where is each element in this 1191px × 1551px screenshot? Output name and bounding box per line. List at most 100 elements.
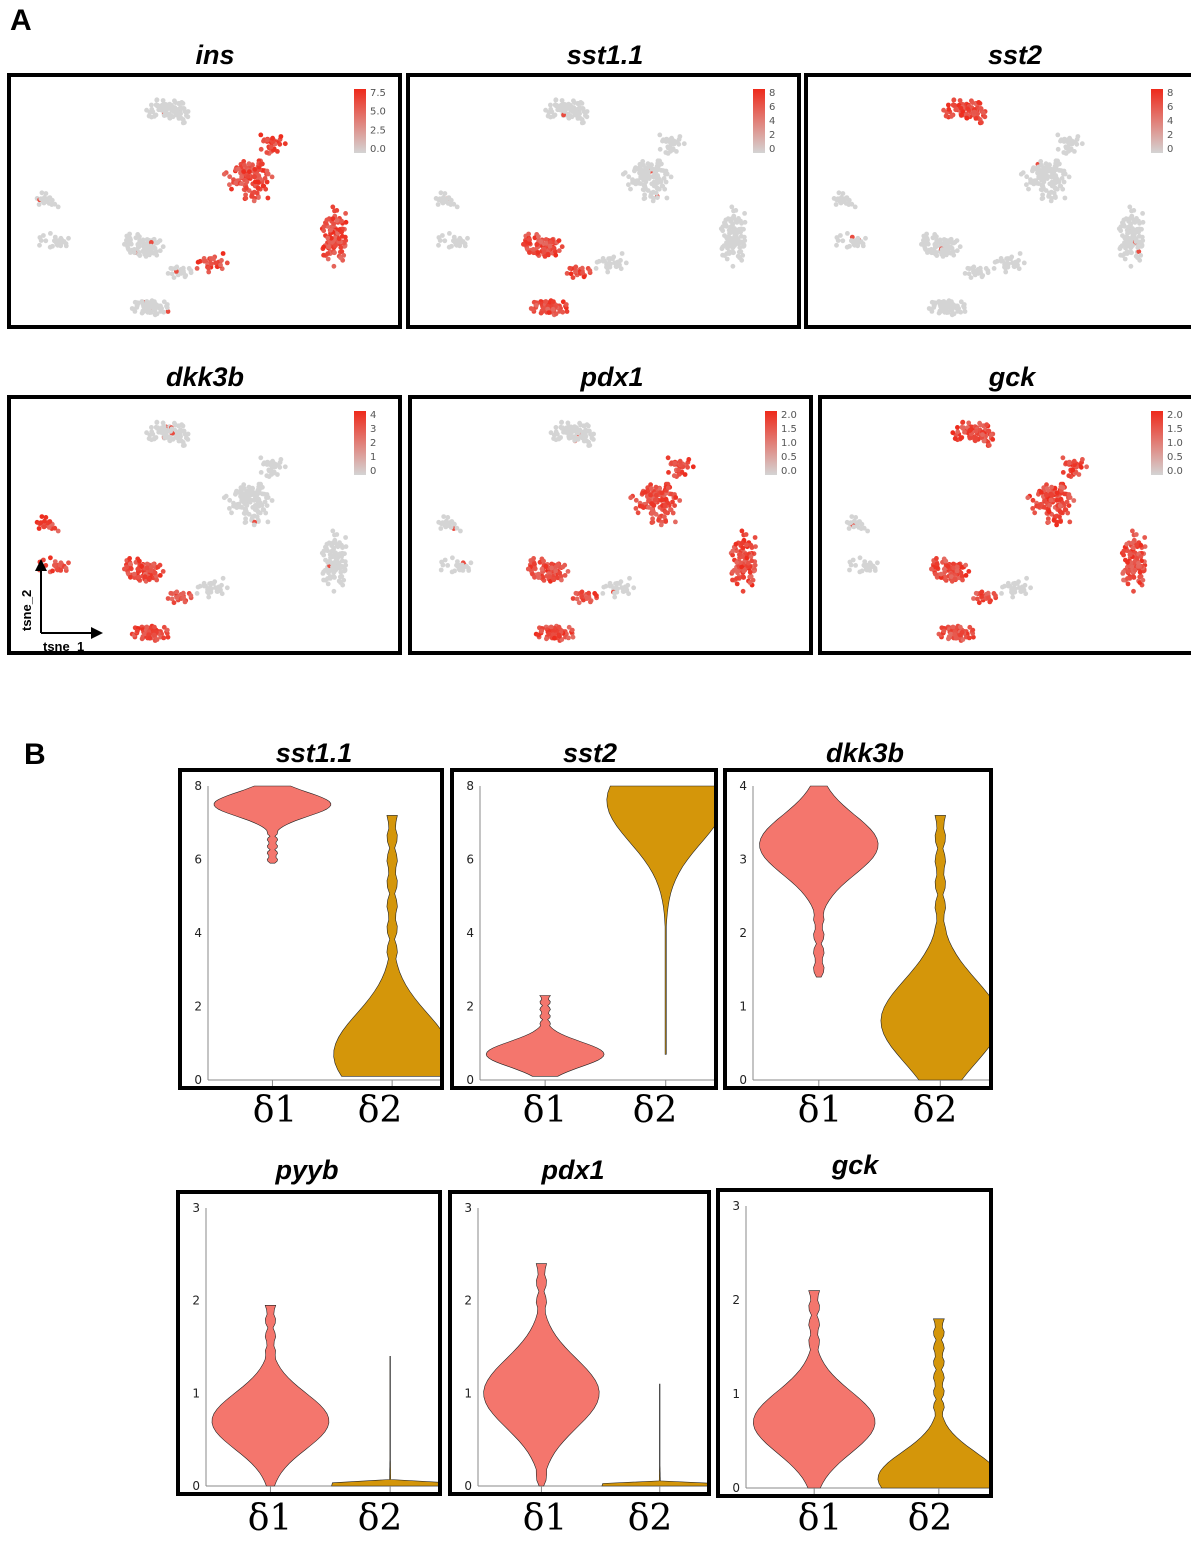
cell-point: [270, 458, 275, 464]
cell-point: [624, 587, 630, 593]
cell-point: [209, 586, 214, 592]
cell-point: [741, 575, 747, 580]
cell-point: [640, 169, 645, 174]
cell-point: [919, 241, 924, 247]
cell-point: [949, 246, 954, 251]
cell-point: [171, 275, 177, 280]
cell-point: [331, 588, 337, 594]
cell-point: [957, 98, 963, 103]
cell-point: [328, 235, 334, 241]
cell-point: [1026, 186, 1031, 192]
cell-point: [39, 190, 45, 196]
cell-point: [255, 509, 261, 515]
cell-point: [988, 432, 994, 438]
cell-point: [181, 595, 187, 601]
cell-point: [644, 174, 650, 179]
cell-point: [174, 589, 180, 595]
cell-point: [1084, 464, 1089, 470]
cell-point: [566, 428, 572, 434]
cell-point: [669, 135, 674, 141]
cell-point: [549, 561, 555, 567]
cell-point: [181, 428, 187, 434]
legend-tick-label: 1.0: [1167, 438, 1183, 449]
cell-point: [445, 201, 451, 206]
cell-point: [243, 519, 249, 525]
cell-point: [127, 556, 132, 561]
cell-point: [52, 238, 57, 244]
cell-point: [552, 635, 557, 641]
violin-plot-sst1-1: 0 2 4 6 8: [178, 768, 444, 1090]
legend-tick-label: 8: [769, 88, 775, 99]
cell-point: [573, 590, 579, 596]
cell-point: [667, 144, 673, 150]
cell-point: [1136, 218, 1141, 224]
cell-point: [139, 563, 145, 569]
cell-point: [737, 552, 743, 557]
cell-point: [181, 270, 187, 276]
cell-point: [206, 590, 211, 596]
cell-point: [560, 105, 566, 111]
feature-plot-sst1-1: 8 6 4 2 0: [406, 73, 801, 329]
cell-point: [330, 204, 336, 210]
y-tick-label: 4: [466, 926, 474, 940]
cell-point: [948, 631, 954, 637]
cell-point: [275, 149, 280, 154]
legend-colorbar: [753, 89, 765, 153]
legend-tick-label: 2: [1167, 130, 1173, 141]
cell-point: [164, 302, 170, 307]
cell-point: [954, 568, 960, 574]
cell-point: [934, 574, 940, 580]
feature-title-gck: gck: [988, 362, 1036, 392]
cell-point: [326, 244, 332, 250]
cell-point: [953, 107, 959, 113]
cell-point: [847, 243, 852, 249]
cell-point: [321, 228, 327, 234]
cell-point: [1130, 243, 1135, 248]
cell-point: [600, 591, 606, 596]
cell-point: [268, 144, 274, 150]
cell-point: [38, 238, 44, 243]
cell-point: [1061, 150, 1067, 155]
violin-title-sst1-1: sst1.1: [275, 738, 353, 768]
cell-point: [618, 258, 623, 263]
cell-point: [646, 169, 651, 175]
cell-point: [941, 237, 947, 242]
cell-point: [1041, 179, 1047, 185]
cell-point: [600, 258, 606, 264]
cell-point: [582, 110, 588, 115]
cell-point: [668, 174, 674, 180]
cell-point: [849, 238, 854, 244]
cell-point: [149, 425, 154, 430]
cell-point: [744, 542, 749, 548]
cell-point: [543, 563, 549, 569]
cell-point: [557, 435, 562, 441]
y-tick-label: 4: [194, 926, 202, 940]
cell-point: [324, 217, 330, 223]
cell-point: [1066, 503, 1072, 508]
cell-point: [748, 574, 754, 579]
cell-point: [161, 309, 167, 315]
cell-point: [325, 581, 331, 587]
cell-point: [1047, 503, 1052, 508]
cell-point: [543, 299, 549, 304]
cell-point: [1123, 244, 1129, 250]
cell-point: [154, 252, 160, 258]
cell-point: [967, 428, 972, 434]
cell-point: [682, 472, 688, 477]
cell-point: [664, 195, 670, 201]
cell-point: [945, 563, 951, 569]
cell-point: [612, 260, 617, 266]
cell-point: [939, 249, 945, 255]
cell-point: [949, 113, 955, 118]
cell-point: [626, 174, 632, 180]
cell-point: [1140, 211, 1145, 216]
cell-point: [265, 495, 271, 500]
cell-point: [635, 510, 641, 516]
cell-point: [742, 211, 747, 216]
cell-point: [579, 265, 585, 271]
cell-point: [161, 105, 167, 111]
cell-point: [168, 106, 174, 112]
cell-point: [740, 253, 746, 258]
feature-title-sst1-1: sst1.1: [566, 40, 644, 70]
cell-point: [39, 514, 45, 519]
